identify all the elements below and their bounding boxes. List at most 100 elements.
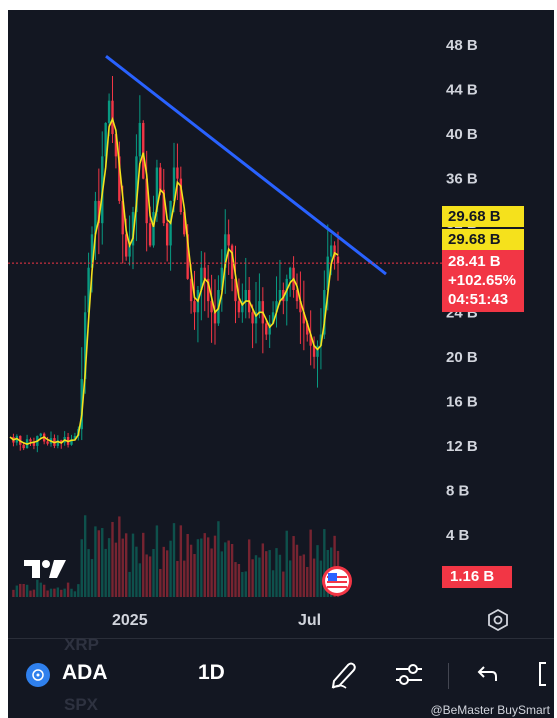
volume-bar <box>39 582 42 597</box>
price-chart[interactable]: 48 B44 B40 B36 B32 B28 B24 B20 B16 B12 B… <box>8 10 554 638</box>
candle-countdown: 04:51:43 <box>448 291 509 308</box>
volume-bar <box>80 539 83 597</box>
volume-bar <box>77 584 80 597</box>
volume-bar <box>15 585 19 597</box>
volume-bar <box>138 563 142 597</box>
volume-bar <box>241 572 244 597</box>
volume-bar <box>148 556 152 597</box>
candle-body <box>271 312 275 324</box>
us-flag-icon[interactable] <box>322 566 352 596</box>
candle-body <box>278 290 282 302</box>
volume-bar <box>244 571 247 597</box>
chart-screen: 48 B44 B40 B36 B32 B28 B24 B20 B16 B12 B… <box>8 10 554 718</box>
candle-body <box>152 212 155 246</box>
candle-body <box>121 200 124 235</box>
volume-bar <box>186 533 189 597</box>
candle-body <box>104 122 107 157</box>
volume-bar <box>288 560 292 597</box>
candle-body <box>299 301 302 313</box>
volume-bar <box>309 529 312 597</box>
volume-bar <box>268 550 271 597</box>
candle-body <box>90 234 94 268</box>
volume-bar <box>210 548 213 597</box>
indicators-icon[interactable] <box>394 659 424 689</box>
candle-body <box>288 267 292 279</box>
volume-bar <box>213 535 217 597</box>
candle-body <box>56 440 60 446</box>
fullscreen-icon[interactable] <box>536 659 554 689</box>
volume-bar <box>118 516 121 597</box>
volume-bar <box>97 530 101 597</box>
candle-body <box>326 256 329 290</box>
candle-body <box>186 234 189 279</box>
volume-bar <box>53 588 56 597</box>
volume-bar <box>36 579 39 597</box>
volume-bar <box>114 542 118 597</box>
candle-body <box>258 301 261 313</box>
volume-bar <box>128 571 131 597</box>
drawing-pen-icon[interactable] <box>330 659 358 689</box>
volume-bar <box>183 560 186 597</box>
y-tick-label: 8 B <box>446 482 470 499</box>
candle-body <box>275 301 278 313</box>
candle-body <box>213 312 217 324</box>
volume-bar <box>42 584 46 597</box>
volume-bar <box>306 566 309 597</box>
change-percent: +102.65% <box>448 272 516 289</box>
candle-body <box>220 267 224 290</box>
candle-body <box>145 178 148 224</box>
volume-bar <box>107 538 111 597</box>
volume-bar <box>162 546 165 597</box>
volume-bar <box>25 584 29 597</box>
candle-body <box>107 100 111 123</box>
candle-body <box>302 312 306 324</box>
candle-body <box>60 440 63 443</box>
candle-body <box>329 245 333 257</box>
y-tick-label: 20 B <box>446 349 478 366</box>
candle-body <box>244 290 247 302</box>
interval-selector[interactable]: 1D <box>198 661 225 684</box>
candle-body <box>306 323 309 335</box>
candle-body <box>97 200 101 224</box>
candle-body <box>295 290 299 302</box>
volume-bar <box>19 583 22 597</box>
trendline[interactable] <box>105 54 387 276</box>
volume-bar <box>234 562 237 597</box>
candle-body <box>268 323 271 335</box>
volume-bar <box>135 546 138 597</box>
chart-settings-icon[interactable] <box>486 608 510 632</box>
volume-bar <box>22 583 25 597</box>
candle-body <box>73 435 77 440</box>
volume-bar <box>66 582 70 597</box>
volume-bar <box>193 554 196 597</box>
volume-bar <box>172 523 176 597</box>
ada-coin-icon <box>26 663 50 687</box>
volume-bar <box>152 548 155 597</box>
candle-body <box>189 278 193 302</box>
symbol-selector[interactable]: ADA <box>62 661 108 684</box>
volume-bar <box>251 559 254 597</box>
y-tick-label: 16 B <box>446 393 478 410</box>
candle-body <box>87 267 90 313</box>
y-axis: 48 B44 B40 B36 B32 B28 B24 B20 B16 B12 B… <box>446 37 478 544</box>
volume-bar <box>203 533 206 597</box>
trendline-price-tag: 29.68 B <box>442 206 524 227</box>
candle-body <box>206 278 210 302</box>
volume-bars <box>12 515 340 597</box>
volume-bar <box>227 540 230 597</box>
candle-body <box>124 234 128 257</box>
candle-body <box>131 212 135 246</box>
candle-body <box>200 267 203 290</box>
volume-bar <box>312 558 316 597</box>
candle-body <box>138 122 142 157</box>
candle-body <box>94 200 97 235</box>
volume-bar <box>295 544 299 597</box>
x-tick-jul: Jul <box>298 612 321 629</box>
toolbar-divider <box>448 663 449 689</box>
volume-bar <box>90 559 94 597</box>
volume-bar <box>217 521 220 597</box>
candle-body <box>118 156 121 201</box>
candle-body <box>159 167 162 190</box>
volume-bar <box>83 515 87 597</box>
undo-icon[interactable] <box>476 659 500 689</box>
